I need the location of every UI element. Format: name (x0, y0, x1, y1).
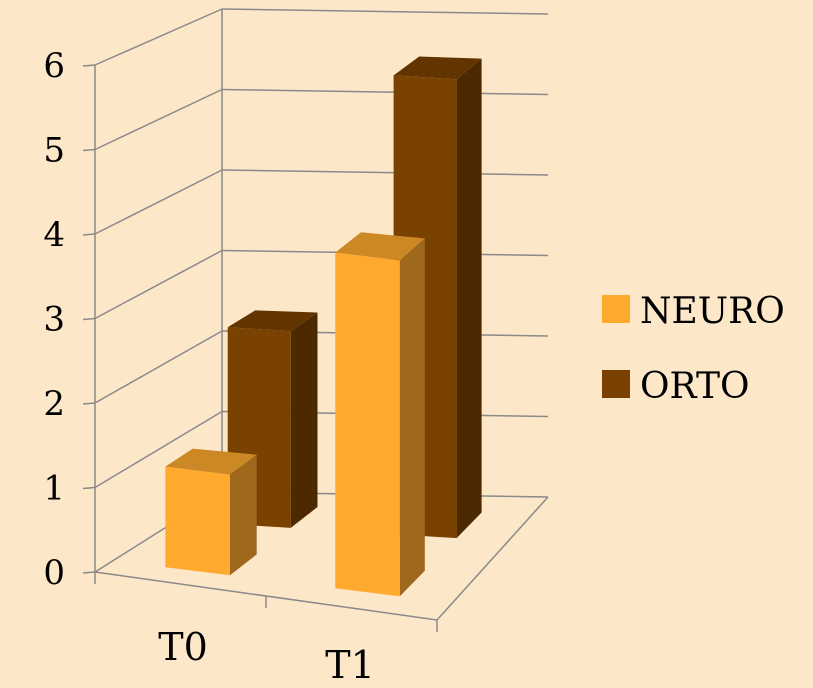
gridline-back-6 (221, 8, 549, 15)
bar-side-face (230, 454, 257, 576)
bar-side-face (290, 312, 318, 528)
ytick-mark-0 (82, 571, 96, 574)
gridline-side-5 (94, 88, 223, 151)
legend-label-neuro: NEURO (640, 291, 785, 332)
gridline-side-4 (94, 169, 223, 235)
legend: NEURO ORTO (602, 291, 785, 407)
ytick-label-1: 1 (43, 469, 65, 509)
legend-label-orto: ORTO (640, 366, 750, 407)
bar-neuro-t0 (165, 448, 257, 576)
bar-top-face (165, 448, 257, 475)
grid-layer (82, 8, 549, 632)
bar-top-face (393, 56, 482, 80)
category-label-1: T1 (325, 643, 375, 687)
ytick-label-0: 0 (43, 553, 65, 593)
gridline-side-1 (94, 410, 223, 489)
legend-swatch-orto (602, 370, 630, 398)
gridline-back-5 (221, 88, 549, 96)
ytick-label-5: 5 (43, 131, 65, 171)
ytick-label-2: 2 (43, 384, 65, 424)
bar-front-face (165, 466, 230, 576)
ytick-label-3: 3 (43, 300, 65, 340)
category-label-0: T0 (158, 625, 208, 669)
gridline-back-4 (221, 169, 549, 176)
ytick-mark-3 (82, 317, 96, 321)
ytick-mark-5 (82, 148, 96, 152)
labels-layer: 0 1 2 3 4 5 6 T0 T1 (43, 46, 374, 687)
bar-neuro-t1 (335, 232, 425, 597)
bar-side-face (399, 238, 425, 597)
gridline-side-6 (94, 8, 223, 66)
gridline-side-3 (94, 249, 223, 320)
bar-front-face (335, 252, 400, 597)
ytick-mark-6 (82, 64, 96, 67)
ytick-label-6: 6 (43, 46, 65, 86)
legend-swatch-neuro (602, 295, 630, 323)
ytick-mark-4 (82, 233, 96, 236)
gridline-side-2 (94, 330, 223, 404)
bars-layer (165, 56, 482, 597)
floor-right-edge (436, 496, 549, 621)
bar-side-face (456, 58, 482, 539)
ytick-mark-2 (82, 402, 96, 405)
ytick-mark-1 (82, 486, 96, 490)
bar-top-face (335, 232, 425, 261)
bar-top-face (227, 310, 318, 332)
ytick-label-4: 4 (43, 215, 65, 255)
